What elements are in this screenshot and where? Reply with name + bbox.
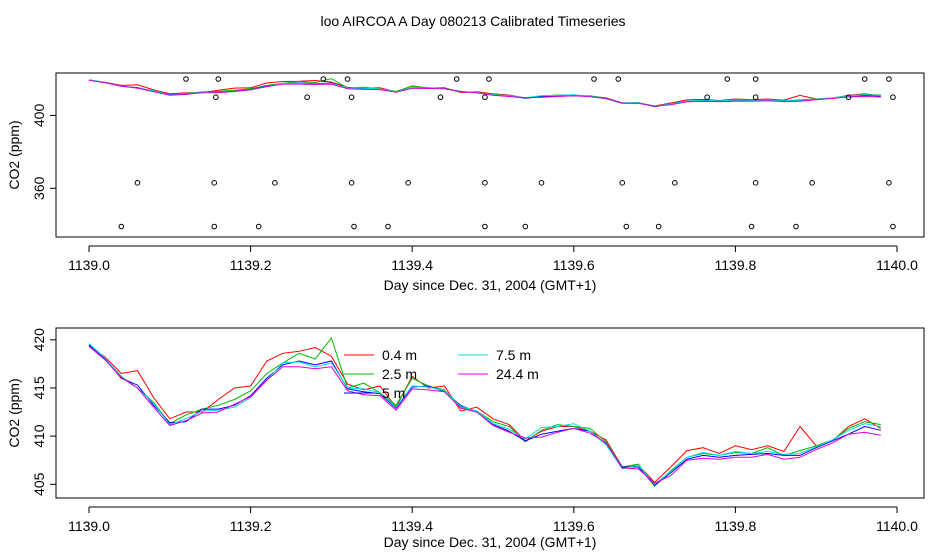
legend-label: 2.5 m [382, 366, 417, 382]
marker-point [320, 76, 327, 82]
y-tick-label: 405 [31, 472, 47, 496]
marker-point [213, 94, 219, 101]
marker-point [752, 180, 759, 186]
marker-point [215, 76, 222, 82]
x-tick-label: 1139.0 [68, 257, 110, 273]
marker-point [623, 223, 630, 230]
series-line-7-5-m [88, 343, 881, 485]
x-tick-label: 1139.8 [715, 257, 757, 273]
series-line-5-m [88, 344, 881, 486]
series-line-0-4-m [88, 345, 882, 484]
marker-point [809, 180, 815, 186]
marker-point [522, 223, 529, 230]
marker-point [538, 180, 545, 186]
legend: 0.4 m 2.5 m 5 m 7.5 m 24.4 m [344, 347, 539, 401]
legend-label: 0.4 m [382, 347, 417, 363]
marker-point [405, 180, 411, 186]
marker-point [351, 223, 357, 230]
marker-point [724, 76, 731, 82]
marker-point [134, 180, 141, 186]
marker-point [272, 180, 278, 186]
series-line-0-4-m [88, 79, 881, 107]
series-line-2-5-m [88, 336, 881, 487]
marker-point [619, 180, 626, 186]
marker-point [748, 223, 755, 230]
panel-bottom: 1139.0 1139.2 1139.4 1139.6 1139.8 1140.0 405… [6, 327, 925, 550]
panel-top: 1139.0 1139.2 1139.4 1139.6 1139.8 1140.0 360… [6, 72, 925, 293]
legend-label: 24.4 m [496, 366, 539, 382]
x-tick-label: 1139.2 [230, 257, 272, 273]
legend-label: 7.5 m [496, 347, 531, 363]
marker-point [752, 94, 759, 101]
x-axis-top: 1139.0 1139.2 1139.4 1139.6 1139.8 1140.0 [68, 245, 918, 273]
x-axis-label-bottom: Day since Dec. 31, 2004 (GMT+1) [384, 534, 597, 550]
y-axis-label-bottom: CO2 (ppm) [6, 378, 22, 447]
marker-point [704, 94, 710, 101]
marker-point [482, 223, 488, 230]
x-tick-label: 1139.4 [391, 518, 433, 534]
y-axis-label-top: CO2 (ppm) [6, 120, 22, 189]
y-tick-label: 360 [31, 176, 47, 200]
marker-point [211, 223, 218, 230]
marker-point [437, 94, 444, 101]
legend-label: 5 m [382, 385, 405, 401]
marker-point [348, 180, 355, 186]
x-tick-label: 1140.0 [876, 518, 918, 534]
marker-point [453, 76, 460, 82]
marker-point [793, 223, 799, 230]
marker-point [886, 180, 892, 186]
marker-point [118, 223, 125, 230]
y-tick-label: 415 [31, 376, 47, 400]
marker-point [482, 94, 488, 101]
marker-point [886, 76, 892, 82]
marker-point [304, 94, 310, 101]
x-tick-label: 1140.0 [876, 257, 918, 273]
marker-point [385, 223, 391, 230]
marker-point [890, 94, 896, 101]
x-tick-label: 1139.6 [553, 257, 595, 273]
y-tick-label: 420 [31, 328, 47, 352]
x-axis-label-top: Day since Dec. 31, 2004 (GMT+1) [384, 277, 597, 293]
series-line-24-4-m [88, 346, 881, 484]
y-tick-label: 410 [31, 424, 47, 448]
marker-point [183, 76, 189, 82]
series-group-top [88, 78, 881, 108]
marker-point [861, 76, 868, 82]
y-axis-top: 360 400 [31, 104, 57, 200]
marker-point [486, 76, 492, 82]
plot-frame-bottom [55, 327, 925, 499]
x-tick-label: 1139.2 [230, 518, 272, 534]
marker-point [482, 180, 488, 186]
marker-point [255, 223, 262, 230]
series-group-bottom [88, 336, 882, 487]
marker-point [615, 76, 622, 82]
x-tick-label: 1139.0 [68, 518, 110, 534]
x-tick-label: 1139.4 [391, 257, 433, 273]
x-tick-label: 1139.6 [553, 518, 595, 534]
marker-point [591, 76, 597, 82]
marker-point [655, 223, 662, 230]
series-line-24-4-m [88, 79, 881, 107]
marker-point [344, 76, 351, 82]
marker-point [211, 180, 218, 186]
y-tick-label: 400 [31, 104, 47, 128]
marker-group-top [118, 76, 896, 230]
x-tick-label: 1139.8 [715, 518, 757, 534]
x-axis-bottom: 1139.0 1139.2 1139.4 1139.6 1139.8 1140.0 [68, 506, 918, 534]
marker-point [672, 180, 678, 186]
marker-point [890, 223, 896, 230]
marker-point [752, 76, 759, 82]
y-axis-bottom: 405 410 415 420 [31, 328, 57, 496]
marker-point [845, 94, 852, 101]
figure-title: loo AIRCOA A Day 080213 Calibrated Times… [320, 13, 625, 29]
marker-point [348, 94, 355, 101]
